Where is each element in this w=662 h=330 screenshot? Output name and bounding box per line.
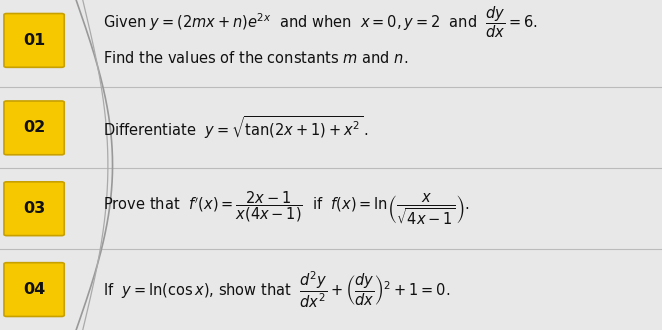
FancyBboxPatch shape <box>4 263 64 316</box>
Text: 03: 03 <box>23 201 45 216</box>
FancyBboxPatch shape <box>4 182 64 236</box>
Text: 02: 02 <box>23 120 45 135</box>
Text: Prove that  $f'(x)=\dfrac{2x-1}{x(4x-1)}$  if  $f(x)=\ln\!\left(\dfrac{x}{\sqrt{: Prove that $f'(x)=\dfrac{2x-1}{x(4x-1)}$… <box>103 190 469 227</box>
Text: Differentiate  $y=\sqrt{\tan(2x+1)+x^2}\,.$: Differentiate $y=\sqrt{\tan(2x+1)+x^2}\,… <box>103 115 369 141</box>
Text: Find the values of the constants $m$ and $n$.: Find the values of the constants $m$ and… <box>103 50 408 66</box>
FancyBboxPatch shape <box>4 101 64 155</box>
FancyBboxPatch shape <box>4 14 64 67</box>
Text: If  $y=\ln(\cos x)$, show that  $\dfrac{d^2y}{dx^2}+\left(\dfrac{dy}{dx}\right)^: If $y=\ln(\cos x)$, show that $\dfrac{d^… <box>103 269 450 310</box>
Text: Given $y=(2mx+n)e^{2x}$  and when  $x=0, y=2$  and  $\dfrac{dy}{dx}=6.$: Given $y=(2mx+n)e^{2x}$ and when $x=0, y… <box>103 5 538 40</box>
Text: 01: 01 <box>23 33 45 48</box>
Text: 04: 04 <box>23 282 45 297</box>
